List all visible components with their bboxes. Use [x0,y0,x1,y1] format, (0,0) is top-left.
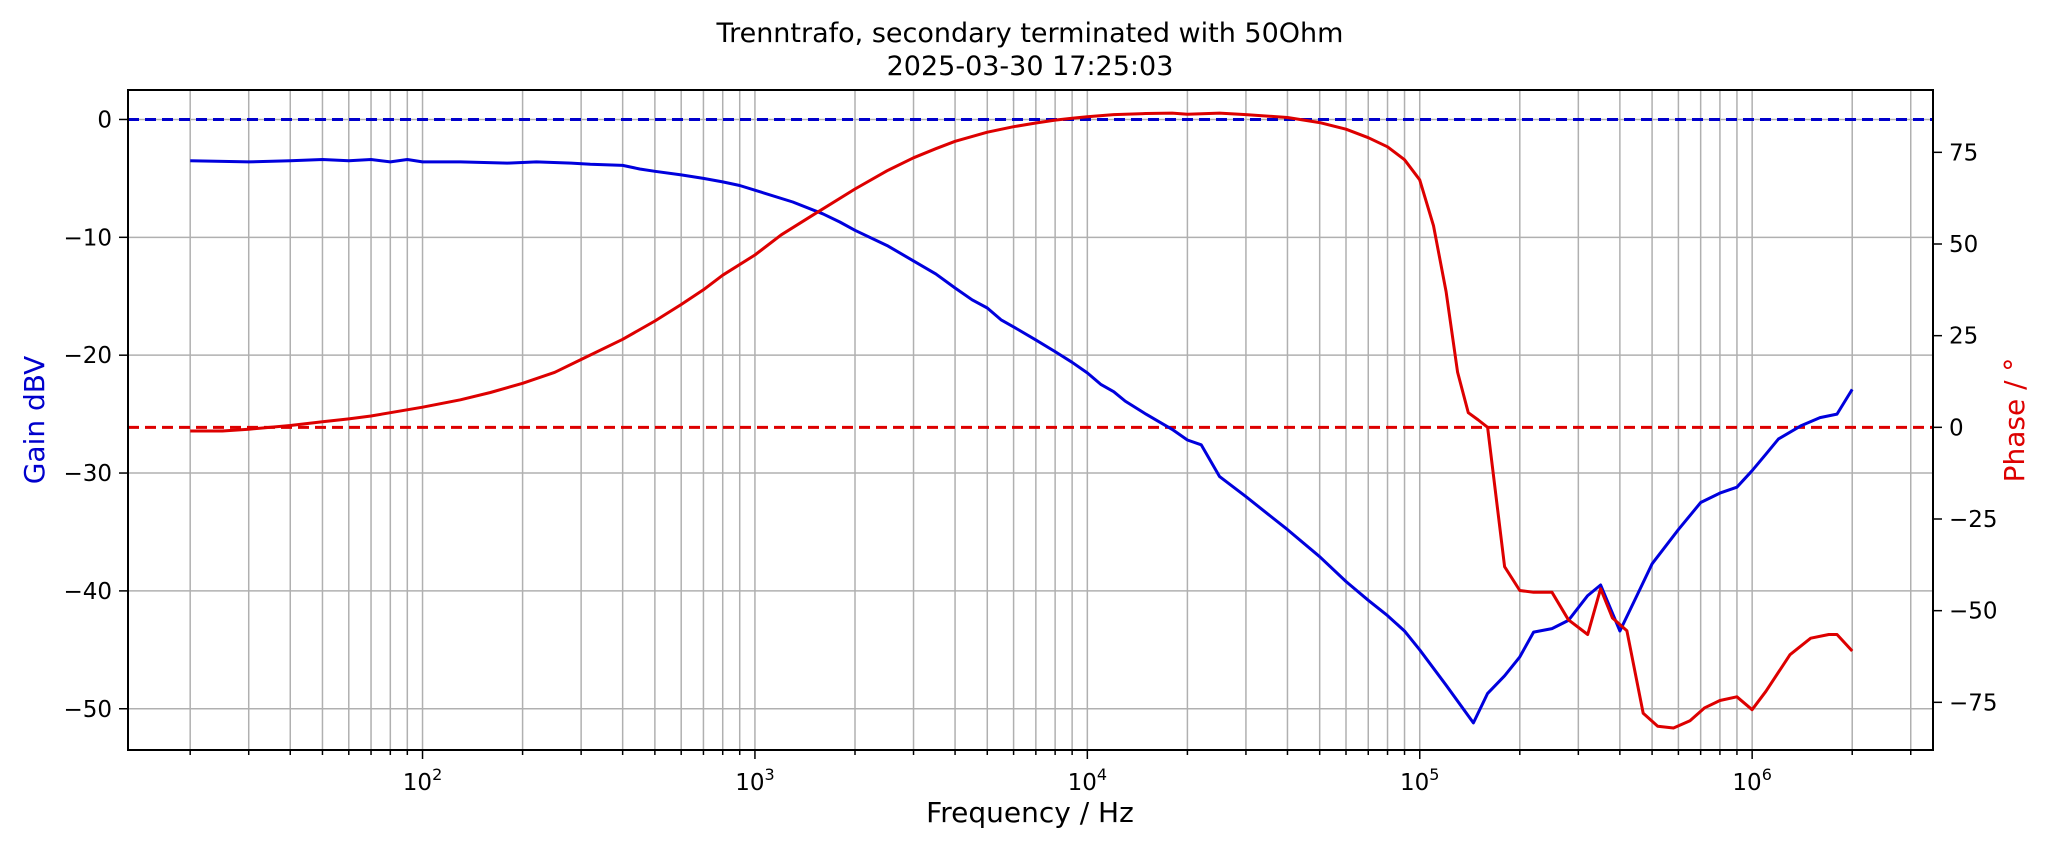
y-tick-label: −10 [63,225,112,251]
x-tick-label: 105 [1400,765,1439,796]
y-tick-label: −30 [63,461,112,487]
phase-line [190,111,1854,730]
y-tick-label: −20 [63,343,112,369]
y2-tick-label: 25 [1949,324,1978,350]
y2-tick-label: 0 [1949,415,1964,441]
y2-axis-label: Phase / ° [1998,358,2031,483]
y-tick-label: −50 [63,697,112,723]
x-tick-label: 102 [403,765,442,796]
y2-tick-label: −50 [1949,599,1998,625]
x-axis-label: Frequency / Hz [926,796,1134,829]
y2-tick-label: 50 [1949,232,1978,258]
x-tick-label: 104 [1068,765,1107,796]
ticks [119,118,1942,759]
gain-line [190,158,1854,725]
y-tick-label: −40 [63,579,112,605]
y-tick-label: 0 [97,107,112,133]
reference-lines [128,117,1933,429]
chart-subtitle: 2025-03-30 17:25:03 [887,51,1174,82]
y2-tick-label: −25 [1949,507,1998,533]
plot-frame [127,89,1934,751]
x-tick-label: 103 [735,765,774,796]
y2-tick-label: −75 [1949,690,1998,716]
series-layer [190,111,1854,730]
x-tick-label: 106 [1732,765,1771,796]
y-axis-label: Gain dBV [18,356,51,485]
chart-title: Trenntrafo, secondary terminated with 50… [716,18,1344,49]
y2-tick-label: 75 [1949,140,1978,166]
tick-labels: 0 −10 −20 −30 −40 −50 75 50 25 0 −25 −50 −75 102 103 10… [63,107,1997,796]
